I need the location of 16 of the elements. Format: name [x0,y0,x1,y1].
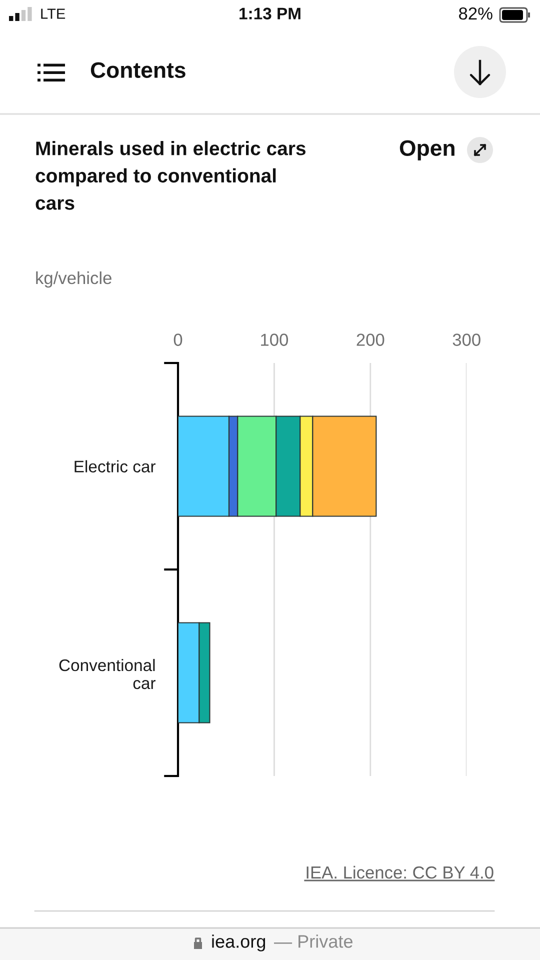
x-tick-label: 200 [356,334,384,346]
text: 1:13 PM [240,8,300,20]
x-tick-label: 0 [174,334,182,346]
text: LTE [41,8,66,19]
text: Contents [90,62,186,78]
text: — Private [274,934,352,948]
x-axis-title: kg/vehicle [36,271,112,288]
x-tick-label: 100 [261,334,288,346]
y-tick-label: Conventional car [59,658,156,690]
text: Open [400,140,454,160]
y-tick-label: Electric car [74,460,156,472]
text: iea.org [212,934,266,952]
text: 82% [459,7,492,20]
chart-title: Minerals used in electric cars compared to conventional cars [36,141,306,210]
x-tick-label: 300 [452,334,480,346]
text: IEA. Licence: CC BY 4.0 [306,866,494,879]
